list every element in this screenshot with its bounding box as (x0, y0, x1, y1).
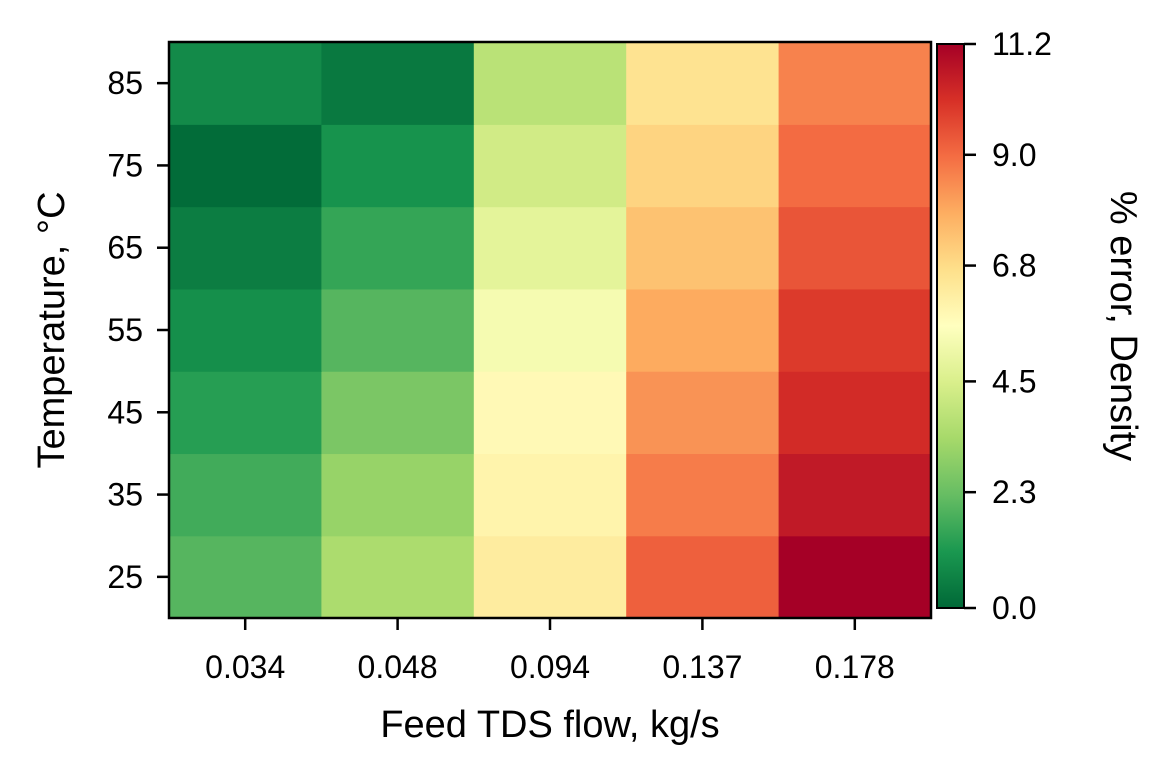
heatmap-cell (321, 124, 475, 208)
heatmap-cell (321, 288, 475, 372)
heatmap-cell (169, 124, 322, 208)
heatmap-cell (778, 371, 932, 455)
heatmap-cell (169, 371, 322, 455)
y-axis: 25 35 45 55 65 75 85 (107, 65, 169, 595)
x-tick-label: 0.034 (205, 649, 285, 685)
heatmap-cell (169, 288, 322, 372)
colorbar-tick-label: 0.0 (992, 590, 1036, 626)
heatmap-cell (778, 206, 932, 290)
x-axis: 0.034 0.048 0.094 0.137 0.178 (205, 618, 895, 685)
y-axis-label: Temperature, °C (31, 191, 73, 468)
heatmap-cell (626, 535, 780, 619)
heatmap-cell (626, 453, 780, 537)
colorbar-tick-label: 11.2 (992, 26, 1052, 62)
y-tick-label: 65 (107, 230, 143, 266)
heatmap-cell (473, 42, 627, 125)
colorbar-tick-label: 6.8 (992, 248, 1036, 284)
heatmap-cell (473, 288, 627, 372)
heatmap-cell (778, 124, 932, 208)
y-tick-label: 25 (107, 559, 143, 595)
colorbar-tick-label: 2.3 (992, 474, 1036, 510)
colorbar (936, 43, 965, 609)
y-tick-label: 75 (107, 147, 143, 183)
colorbar-tick-label: 9.0 (992, 137, 1036, 173)
heatmap-cell (626, 42, 780, 125)
heatmap-cell (473, 371, 627, 455)
heatmap-cell (169, 42, 322, 125)
heatmap-cell (473, 124, 627, 208)
heatmap-cell (321, 206, 475, 290)
heatmap-cell (473, 206, 627, 290)
heatmap-cell (169, 535, 322, 619)
y-tick-label: 55 (107, 312, 143, 348)
colorbar-tick-label: 4.5 (992, 363, 1036, 399)
y-tick-label: 45 (107, 394, 143, 430)
x-tick-label: 0.178 (815, 649, 895, 685)
x-axis-label: Feed TDS flow, kg/s (380, 704, 719, 746)
heatmap-cell (169, 453, 322, 537)
heatmap-cell (778, 453, 932, 537)
heatmap-cell (626, 371, 780, 455)
x-tick-label: 0.137 (662, 649, 742, 685)
colorbar-axis: 0.0 2.3 4.5 6.8 9.0 11.2 (964, 26, 1052, 626)
heatmap-cells (169, 42, 932, 619)
y-tick-label: 85 (107, 65, 143, 101)
heatmap-cell (169, 206, 322, 290)
heatmap-cell (321, 42, 475, 125)
heatmap-cell (321, 371, 475, 455)
heatmap-cell (778, 288, 932, 372)
heatmap-cell (778, 42, 932, 125)
y-tick-label: 35 (107, 477, 143, 513)
heatmap-cell (778, 535, 932, 619)
x-tick-label: 0.094 (510, 649, 590, 685)
heatmap-cell (321, 453, 475, 537)
x-tick-label: 0.048 (358, 649, 438, 685)
heatmap-cell (321, 535, 475, 619)
heatmap-cell (626, 124, 780, 208)
heatmap-cell (626, 206, 780, 290)
colorbar-label: % error, Density (1102, 191, 1144, 461)
heatmap-cell (473, 453, 627, 537)
heatmap-cell (626, 288, 780, 372)
heatmap-cell (473, 535, 627, 619)
